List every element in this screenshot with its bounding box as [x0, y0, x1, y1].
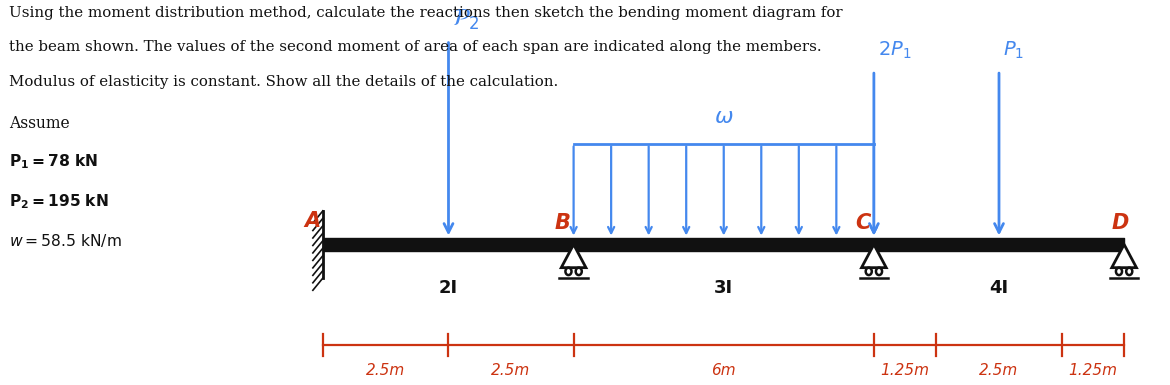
- Text: 4I: 4I: [990, 280, 1009, 298]
- Text: $\omega$: $\omega$: [714, 107, 734, 127]
- Text: 2.5m: 2.5m: [366, 363, 406, 378]
- Polygon shape: [1112, 244, 1136, 268]
- Text: Modulus of elasticity is constant. Show all the details of the calculation.: Modulus of elasticity is constant. Show …: [9, 75, 558, 89]
- Text: Assume: Assume: [9, 116, 70, 132]
- Text: 1.25m: 1.25m: [881, 363, 930, 378]
- Text: 2I: 2I: [439, 280, 457, 298]
- Text: 1.25m: 1.25m: [1068, 363, 1117, 378]
- Text: B: B: [555, 213, 571, 233]
- Text: 2.5m: 2.5m: [491, 363, 531, 378]
- Text: A: A: [304, 211, 321, 231]
- Text: 6m: 6m: [711, 363, 736, 378]
- Text: 2.5m: 2.5m: [979, 363, 1019, 378]
- Text: $\mathit{w}$$ = 58.5\ \mathrm{kN/m}$: $\mathit{w}$$ = 58.5\ \mathrm{kN/m}$: [9, 233, 122, 250]
- Text: 3I: 3I: [714, 280, 734, 298]
- Text: $P_1$: $P_1$: [1003, 40, 1024, 61]
- Text: $\mathcal{P}_2$: $\mathcal{P}_2$: [453, 8, 480, 32]
- Text: C: C: [855, 213, 870, 233]
- Text: the beam shown. The values of the second moment of area of each span are indicat: the beam shown. The values of the second…: [9, 40, 823, 54]
- Text: Using the moment distribution method, calculate the reactions then sketch the be: Using the moment distribution method, ca…: [9, 6, 842, 20]
- Text: D: D: [1112, 213, 1129, 233]
- Polygon shape: [861, 244, 886, 268]
- Text: $\mathbf{P_2}$$\mathbf{= 195\ kN}$: $\mathbf{P_2}$$\mathbf{= 195\ kN}$: [9, 192, 109, 211]
- Polygon shape: [562, 244, 586, 268]
- Text: $2P_1$: $2P_1$: [878, 40, 911, 61]
- Text: $\mathbf{P_1}$$\mathbf{ = 78\ kN}$: $\mathbf{P_1}$$\mathbf{ = 78\ kN}$: [9, 152, 98, 171]
